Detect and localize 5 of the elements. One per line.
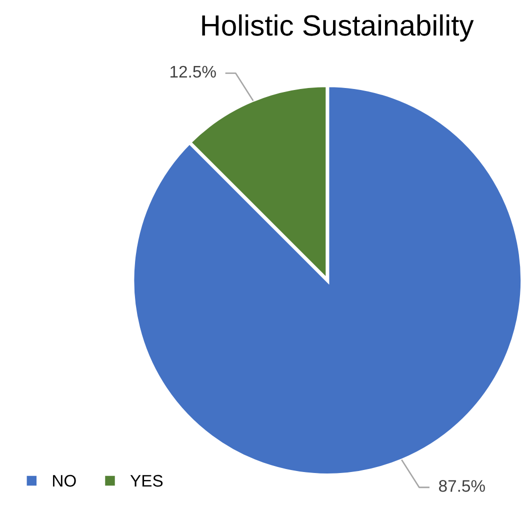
legend-label: YES: [130, 474, 163, 487]
legend-label: NO: [53, 474, 76, 487]
chart-title: Holistic Sustainability: [202, 14, 474, 42]
data-label: 87.5%: [439, 480, 485, 492]
data-label: 12.5%: [170, 66, 216, 78]
